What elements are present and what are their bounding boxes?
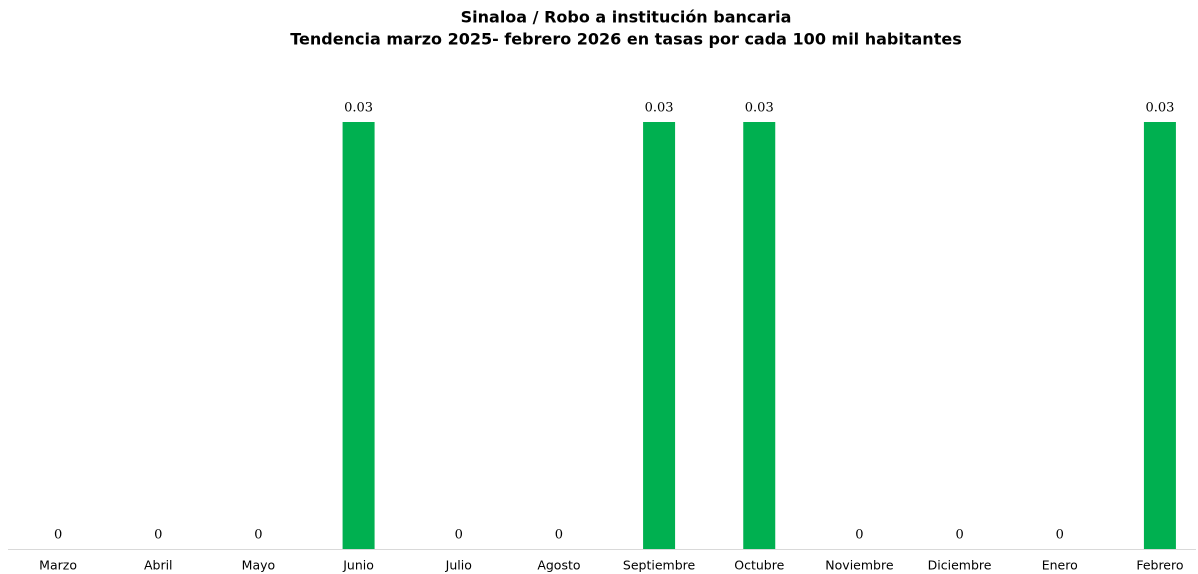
- x-tick-label: Septiembre: [623, 558, 696, 573]
- data-label: 0.03: [1145, 101, 1174, 116]
- x-tick-label: Octubre: [734, 558, 784, 573]
- x-tick-label: Diciembre: [928, 558, 992, 573]
- data-label: 0.03: [344, 101, 373, 116]
- data-label: 0.03: [745, 101, 774, 116]
- data-label: 0: [1056, 528, 1064, 543]
- x-tick-label: Noviembre: [825, 558, 894, 573]
- chart-subtitle: Tendencia marzo 2025- febrero 2026 en ta…: [290, 30, 961, 49]
- data-label: 0: [855, 528, 863, 543]
- x-tick-label: Junio: [342, 558, 374, 573]
- data-label: 0: [54, 528, 62, 543]
- x-tick-label: Abril: [144, 558, 173, 573]
- data-label: 0: [455, 528, 463, 543]
- data-label: 0: [555, 528, 563, 543]
- data-label: 0: [955, 528, 963, 543]
- x-tick-label: Mayo: [242, 558, 276, 573]
- data-label: 0: [254, 528, 262, 543]
- x-tick-label: Agosto: [537, 558, 580, 573]
- bar: [342, 122, 375, 549]
- bar: [643, 122, 676, 549]
- chart-title: Sinaloa / Robo a institución bancaria: [461, 8, 792, 27]
- data-label: 0: [154, 528, 162, 543]
- x-tick-label: Marzo: [39, 558, 77, 573]
- x-tick-label: Enero: [1042, 558, 1078, 573]
- data-label: 0.03: [645, 101, 674, 116]
- x-tick-label: Julio: [445, 558, 472, 573]
- x-tick-label: Febrero: [1136, 558, 1183, 573]
- bar: [1143, 122, 1176, 549]
- bar: [743, 122, 776, 549]
